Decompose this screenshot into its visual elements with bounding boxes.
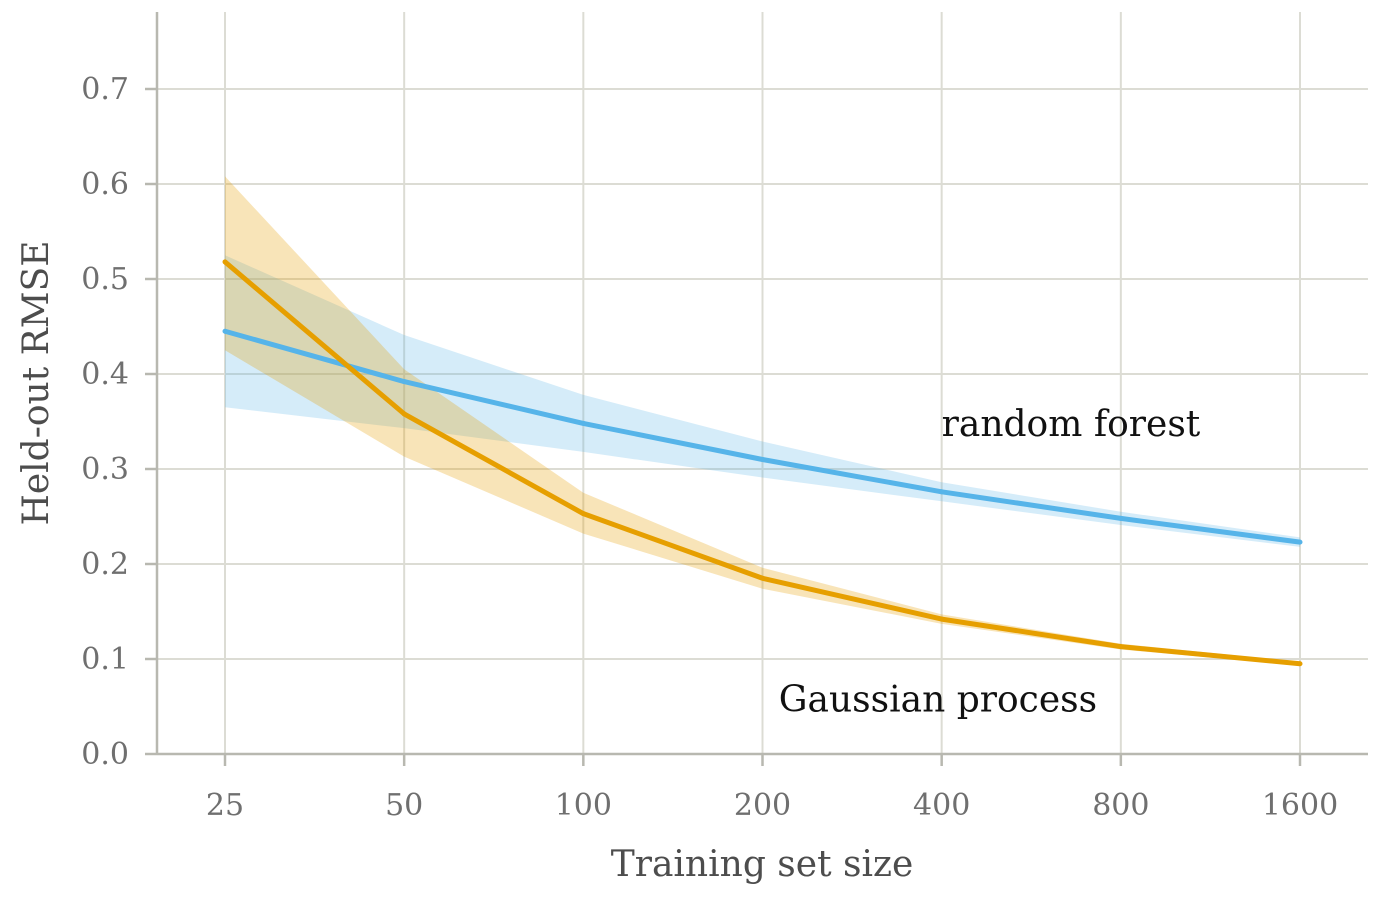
random-forest-point (1297, 539, 1303, 545)
random-forest-point (1118, 515, 1124, 521)
gaussian-process-point (939, 616, 945, 622)
random-forest-confidence-band (225, 255, 1300, 547)
x-tick-label: 25 (206, 788, 244, 823)
random-forest-point (222, 328, 228, 334)
random-forest-point (760, 457, 765, 462)
x-tick-label: 400 (913, 788, 970, 823)
series-labels: random forest Gaussian process (779, 404, 1201, 721)
y-tick-label: 0.0 (81, 737, 129, 772)
x-tick-label: 50 (385, 788, 423, 823)
gaussian-process-confidence-band (225, 176, 1300, 666)
gaussian-process-point (1118, 644, 1124, 650)
confidence-bands (225, 176, 1300, 666)
x-tick-label: 1600 (1262, 788, 1338, 823)
gaussian-process-label: Gaussian process (779, 679, 1097, 720)
y-ticks: 0.0 0.1 0.2 0.3 0.4 0.5 0.6 0.7 (81, 72, 157, 772)
gaussian-process-point (222, 259, 228, 265)
x-ticks: 25 50 100 200 400 800 1600 (206, 754, 1338, 823)
y-tick-label: 0.3 (81, 452, 129, 487)
y-tick-label: 0.2 (81, 547, 129, 582)
x-axis-title: Training set size (611, 844, 914, 885)
x-tick-label: 200 (734, 788, 791, 823)
y-tick-label: 0.5 (81, 262, 129, 297)
y-tick-label: 0.6 (81, 167, 129, 202)
gaussian-process-point (401, 411, 407, 417)
gaussian-process-point (1297, 661, 1303, 667)
random-forest-point (401, 379, 407, 385)
gaussian-process-point (580, 511, 586, 517)
grid-lines (157, 12, 1368, 754)
series-lines (222, 259, 1303, 667)
x-tick-label: 100 (555, 788, 612, 823)
random-forest-label: random forest (942, 404, 1201, 445)
y-tick-label: 0.7 (81, 72, 129, 107)
y-tick-label: 0.4 (81, 357, 129, 392)
y-axis-title: Held-out RMSE (16, 240, 57, 525)
random-forest-point (939, 489, 945, 495)
gaussian-process-point (760, 575, 765, 581)
random-forest-point (580, 420, 586, 426)
y-tick-label: 0.1 (81, 642, 129, 677)
x-tick-label: 800 (1092, 788, 1149, 823)
